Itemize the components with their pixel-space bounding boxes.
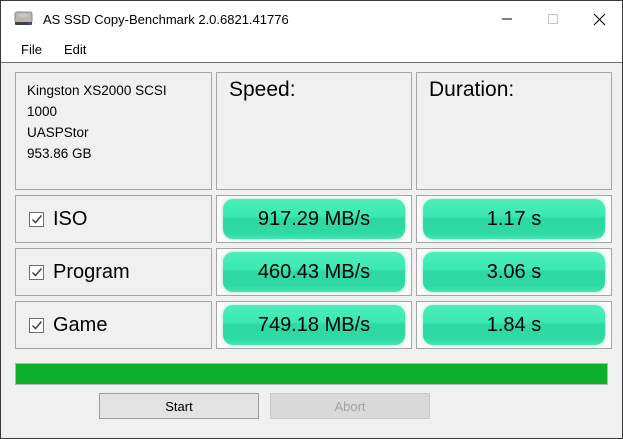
button-row: Start Abort: [1, 393, 622, 419]
hard-drive-icon: [14, 10, 34, 28]
program-checkbox[interactable]: [29, 264, 44, 280]
duration-column-header: Duration:: [416, 72, 612, 190]
game-speed-cell: 749.18 MB/s: [216, 301, 412, 349]
window-controls: [484, 1, 622, 37]
close-button[interactable]: [576, 1, 622, 37]
program-duration-value: 3.06 s: [423, 252, 605, 292]
results-table: Kingston XS2000 SCSI 1000 UASPStor 953.8…: [15, 72, 612, 349]
row-label-text: Game: [53, 313, 108, 336]
device-info-cell: Kingston XS2000 SCSI 1000 UASPStor 953.8…: [15, 72, 212, 190]
window-title: AS SSD Copy-Benchmark 2.0.6821.41776: [43, 11, 289, 27]
row-label-program: Program: [15, 248, 212, 296]
menu-bar: File Edit: [1, 37, 622, 63]
progress-bar: [15, 363, 608, 385]
game-duration-value: 1.84 s: [423, 305, 605, 345]
game-duration-cell: 1.84 s: [416, 301, 612, 349]
row-label-game: Game: [15, 301, 212, 349]
device-capacity: 953.86 GB: [27, 146, 92, 161]
row-label-iso: ISO: [15, 195, 212, 243]
program-speed-cell: 460.43 MB/s: [216, 248, 412, 296]
start-button[interactable]: Start: [99, 393, 259, 419]
minimize-button[interactable]: [484, 1, 530, 37]
abort-button[interactable]: Abort: [270, 393, 430, 419]
row-label-text: Program: [53, 260, 130, 283]
device-driver: UASPStor: [27, 125, 89, 140]
game-checkbox[interactable]: [29, 317, 44, 333]
program-duration-cell: 3.06 s: [416, 248, 612, 296]
menu-item-file[interactable]: File: [21, 42, 42, 57]
maximize-button: [530, 1, 576, 37]
client-area: Kingston XS2000 SCSI 1000 UASPStor 953.8…: [1, 63, 622, 419]
device-name: Kingston XS2000 SCSI 1000: [27, 83, 167, 119]
iso-duration-value: 1.17 s: [423, 199, 605, 239]
iso-speed-value: 917.29 MB/s: [223, 199, 405, 239]
speed-column-header: Speed:: [216, 72, 412, 190]
iso-checkbox[interactable]: [29, 211, 44, 227]
game-speed-value: 749.18 MB/s: [223, 305, 405, 345]
progress-bar-fill: [16, 364, 607, 384]
row-label-text: ISO: [53, 207, 88, 230]
program-speed-value: 460.43 MB/s: [223, 252, 405, 292]
iso-speed-cell: 917.29 MB/s: [216, 195, 412, 243]
iso-duration-cell: 1.17 s: [416, 195, 612, 243]
menu-item-edit[interactable]: Edit: [63, 42, 87, 57]
title-bar: AS SSD Copy-Benchmark 2.0.6821.41776: [1, 1, 622, 37]
